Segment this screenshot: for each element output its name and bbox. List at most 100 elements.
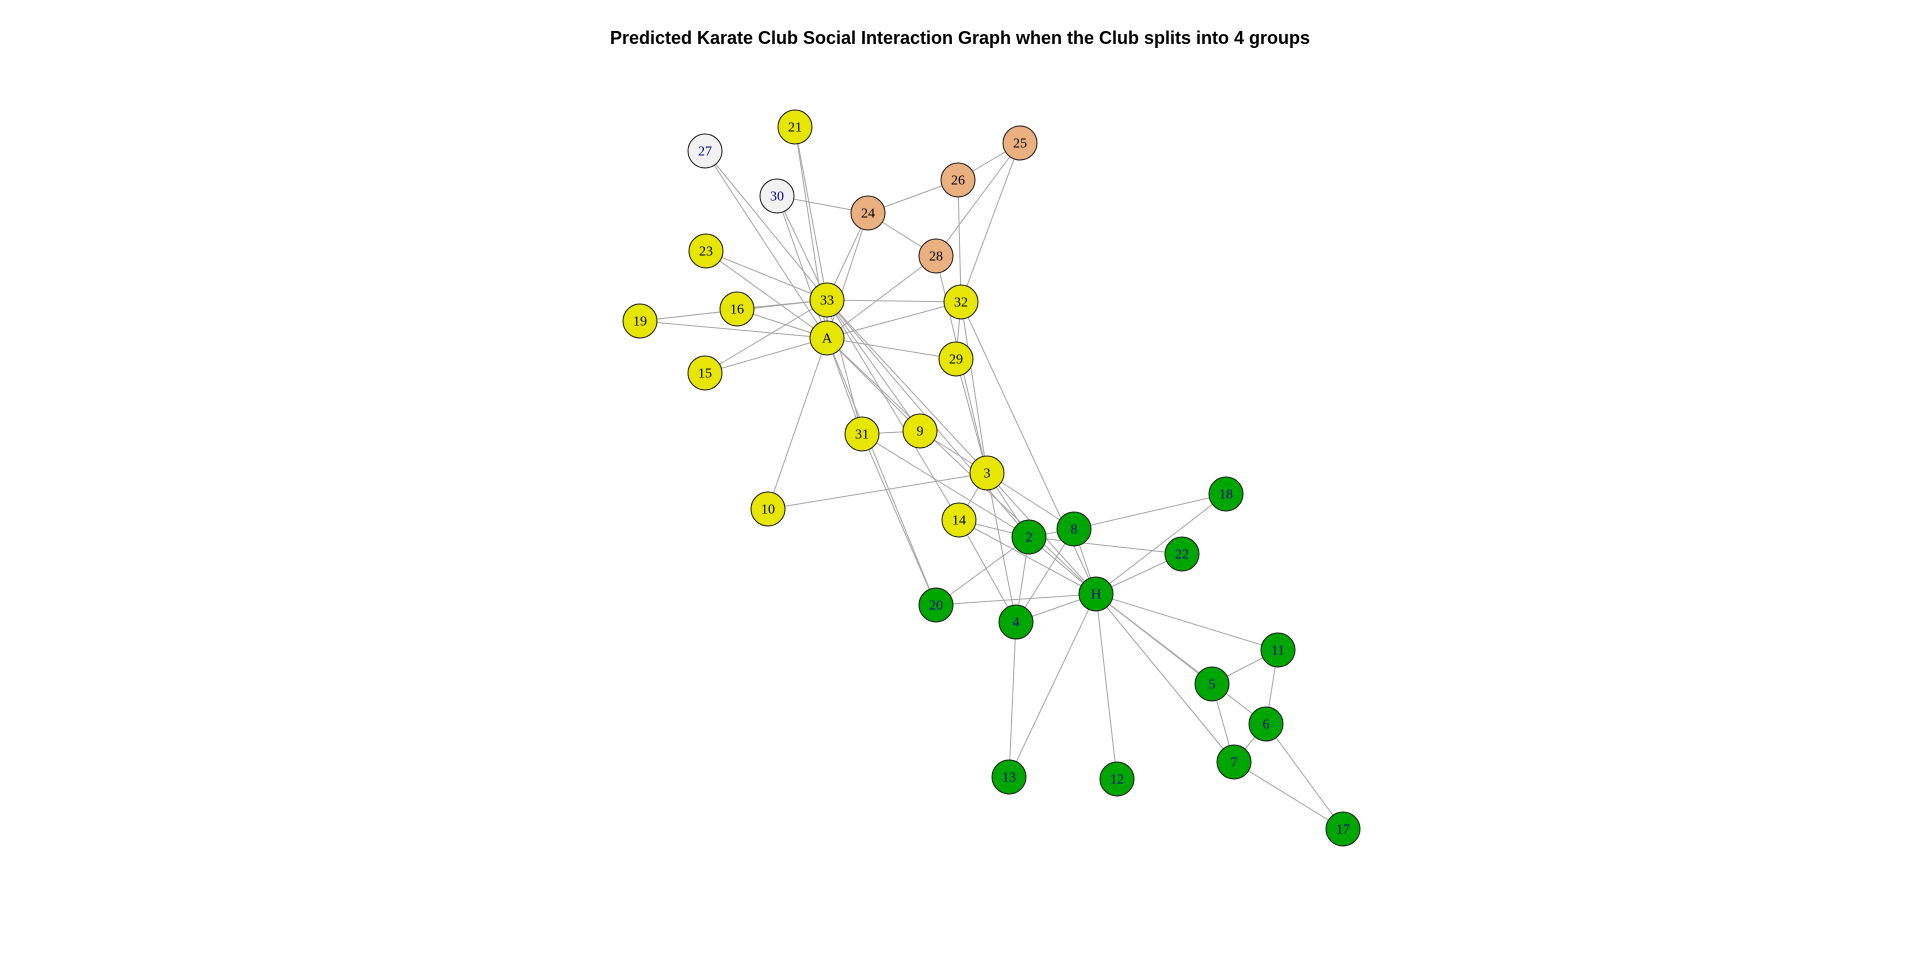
node-circle-28 bbox=[918, 238, 954, 274]
node-label-15: 15 bbox=[698, 367, 712, 382]
node-circle-4 bbox=[998, 604, 1034, 640]
node-label-29: 29 bbox=[949, 353, 963, 368]
node-circle-18 bbox=[1208, 476, 1244, 512]
node-circle-16 bbox=[719, 291, 755, 327]
node-5: 5 bbox=[1194, 666, 1230, 702]
edge-H-7 bbox=[1095, 593, 1235, 763]
edge-26-32 bbox=[957, 179, 962, 303]
edge-2-22 bbox=[1028, 536, 1183, 555]
node-label-19: 19 bbox=[633, 315, 647, 330]
edge-21-33 bbox=[794, 126, 828, 301]
node-circle-9 bbox=[902, 413, 938, 449]
edge-H-11 bbox=[1095, 593, 1279, 651]
edge-23-33 bbox=[705, 250, 828, 301]
edge-14-4 bbox=[958, 519, 1017, 623]
node-22: 22 bbox=[1164, 536, 1200, 572]
node-24: 24 bbox=[850, 195, 886, 231]
edge-A-10 bbox=[767, 337, 828, 510]
node-14: 14 bbox=[941, 502, 977, 538]
edge-3-4 bbox=[986, 472, 1017, 623]
node-label-9: 9 bbox=[917, 425, 924, 440]
edge-6-17 bbox=[1265, 723, 1344, 830]
node-circle-7 bbox=[1216, 744, 1252, 780]
edge-H-13 bbox=[1008, 593, 1097, 778]
node-7: 7 bbox=[1216, 744, 1252, 780]
edge-31-2 bbox=[861, 433, 1030, 538]
edge-H-20 bbox=[935, 593, 1097, 606]
edge-A-32 bbox=[826, 301, 962, 339]
edge-4-13 bbox=[1008, 621, 1017, 778]
edge-27-A bbox=[704, 150, 828, 339]
node-circle-25 bbox=[1002, 125, 1038, 161]
node-11: 11 bbox=[1260, 632, 1296, 668]
node-circle-5 bbox=[1194, 666, 1230, 702]
node-label-31: 31 bbox=[855, 428, 869, 443]
node-29: 29 bbox=[938, 341, 974, 377]
node-label-H: H bbox=[1091, 588, 1101, 603]
node-A: A bbox=[809, 320, 845, 356]
node-circle-13 bbox=[991, 759, 1027, 795]
node-30: 30 bbox=[759, 178, 795, 214]
edge-19-A bbox=[639, 320, 828, 339]
node-label-11: 11 bbox=[1271, 644, 1284, 659]
edge-24-A bbox=[826, 212, 869, 339]
node-label-23: 23 bbox=[699, 245, 713, 260]
node-28: 28 bbox=[918, 238, 954, 274]
node-18: 18 bbox=[1208, 476, 1244, 512]
edge-8-4 bbox=[1015, 528, 1075, 623]
node-circle-8 bbox=[1056, 511, 1092, 547]
node-circle-21 bbox=[777, 109, 813, 145]
node-2: 2 bbox=[1011, 519, 1047, 555]
edge-30-A bbox=[776, 195, 828, 339]
edge-15-A bbox=[704, 337, 828, 374]
node-9: 9 bbox=[902, 413, 938, 449]
node-label-24: 24 bbox=[861, 207, 875, 222]
edge-7-17 bbox=[1233, 761, 1344, 830]
edge-25-28 bbox=[935, 142, 1021, 257]
node-4: 4 bbox=[998, 604, 1034, 640]
node-16: 16 bbox=[719, 291, 755, 327]
node-circle-10 bbox=[750, 491, 786, 527]
node-label-30: 30 bbox=[770, 190, 784, 205]
edge-A-9 bbox=[826, 337, 921, 432]
node-circle-6 bbox=[1248, 706, 1284, 742]
node-17: 17 bbox=[1325, 811, 1361, 847]
node-circle-3 bbox=[969, 455, 1005, 491]
node-label-13: 13 bbox=[1002, 771, 1016, 786]
edge-H-12 bbox=[1095, 593, 1118, 780]
node-33: 33 bbox=[809, 282, 845, 318]
node-13: 13 bbox=[991, 759, 1027, 795]
edges-layer bbox=[639, 126, 1344, 830]
node-circle-31 bbox=[844, 416, 880, 452]
node-circle-32 bbox=[943, 284, 979, 320]
edge-H-6 bbox=[1095, 593, 1267, 725]
edge-A-20 bbox=[826, 337, 937, 606]
node-15: 15 bbox=[687, 355, 723, 391]
node-label-28: 28 bbox=[929, 250, 943, 265]
node-21: 21 bbox=[777, 109, 813, 145]
node-circle-17 bbox=[1325, 811, 1361, 847]
edge-27-33 bbox=[704, 150, 828, 301]
edge-10-3 bbox=[767, 472, 988, 510]
node-label-14: 14 bbox=[952, 514, 966, 529]
node-H: H bbox=[1078, 576, 1114, 612]
node-label-21: 21 bbox=[788, 121, 802, 136]
node-label-6: 6 bbox=[1263, 718, 1270, 733]
node-3: 3 bbox=[969, 455, 1005, 491]
edge-14-H bbox=[958, 519, 1097, 595]
node-label-32: 32 bbox=[954, 296, 968, 311]
node-circle-14 bbox=[941, 502, 977, 538]
edge-A-29 bbox=[826, 337, 957, 360]
node-label-7: 7 bbox=[1231, 756, 1238, 771]
node-circle-19 bbox=[622, 303, 658, 339]
edge-25-32 bbox=[960, 142, 1021, 303]
node-circle-12 bbox=[1099, 761, 1135, 797]
node-label-8: 8 bbox=[1071, 523, 1078, 538]
edge-32-3 bbox=[960, 301, 988, 474]
node-label-16: 16 bbox=[730, 303, 744, 318]
edge-33-3 bbox=[826, 299, 988, 474]
edge-29-3 bbox=[955, 358, 988, 474]
node-6: 6 bbox=[1248, 706, 1284, 742]
node-label-25: 25 bbox=[1013, 137, 1027, 152]
